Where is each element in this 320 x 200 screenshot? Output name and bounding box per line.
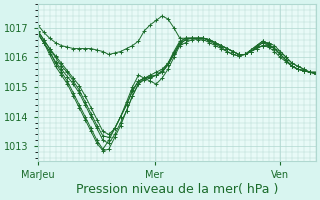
X-axis label: Pression niveau de la mer( hPa ): Pression niveau de la mer( hPa ) [76, 183, 278, 196]
